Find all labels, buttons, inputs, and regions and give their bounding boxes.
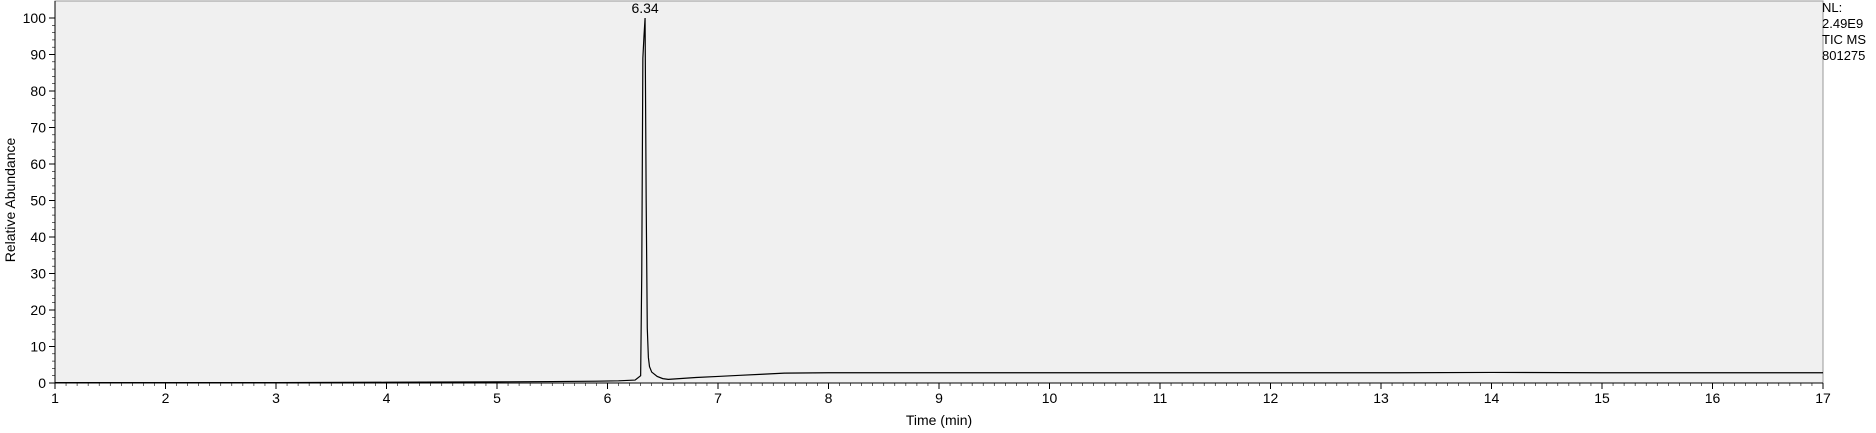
sample-id: 801275 (1822, 48, 1866, 63)
scan-type: TIC MS (1822, 32, 1867, 47)
x-tick-label: 6 (604, 390, 612, 406)
y-tick-label: 80 (30, 83, 46, 99)
x-tick-label: 11 (1153, 390, 1168, 406)
x-tick-label: 4 (383, 390, 391, 406)
nl-label: NL: (1822, 0, 1843, 15)
x-axis-title: Time (min) (906, 412, 972, 428)
nl-value: 2.49E9 (1822, 16, 1864, 31)
y-axis-title: Relative Abundance (2, 138, 18, 263)
y-tick-label: 90 (30, 47, 46, 63)
x-tick-label: 3 (272, 390, 280, 406)
x-tick-label: 10 (1042, 390, 1058, 406)
x-tick-label: 7 (714, 390, 722, 406)
x-tick-label: 1 (51, 390, 59, 406)
y-tick-label: 30 (30, 266, 46, 282)
x-tick-label: 5 (493, 390, 501, 406)
series-line (55, 17, 1823, 384)
info-box: NL: 2.49E9 TIC MS 801275 (1822, 0, 1876, 64)
y-tick-label: 10 (30, 339, 46, 355)
x-tick-label: 14 (1484, 390, 1500, 406)
y-tick-label: 70 (30, 120, 46, 136)
x-tick-label: 17 (1815, 390, 1831, 406)
x-tick-label: 15 (1594, 390, 1610, 406)
peak-label: 6.34 (631, 0, 658, 16)
y-tick-label: 50 (30, 193, 46, 209)
y-tick-label: 20 (30, 302, 46, 318)
y-tick-label: 100 (23, 10, 47, 26)
axis-tick-labels: 1 2 3 4 5 6 7 8 9 10 11 12 13 14 15 16 17010203040506070… (23, 10, 1831, 406)
x-tick-label: 9 (935, 390, 943, 406)
x-tick-label: 16 (1705, 390, 1721, 406)
x-tick-label: 12 (1263, 390, 1279, 406)
x-tick-label: 13 (1373, 390, 1389, 406)
y-tick-label: 0 (38, 375, 46, 391)
x-tick-label: 2 (162, 390, 170, 406)
x-tick-label: 8 (825, 390, 833, 406)
y-tick-label: 60 (30, 156, 46, 172)
y-tick-label: 40 (30, 229, 46, 245)
plot-background (54, 0, 1824, 384)
